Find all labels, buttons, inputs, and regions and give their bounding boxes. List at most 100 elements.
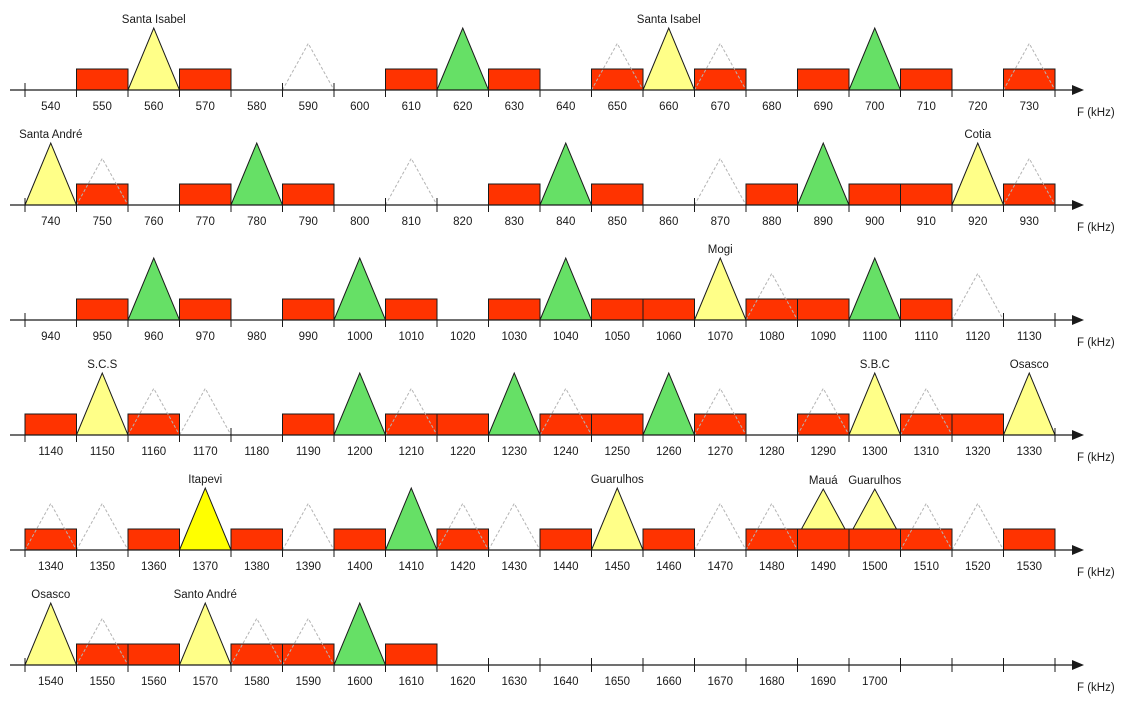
- tick-label: 1440: [553, 561, 579, 573]
- channel-block: [436, 413, 489, 436]
- tick-label: 1280: [759, 446, 785, 458]
- tick-label: 1320: [965, 446, 991, 458]
- tick-label: 1080: [759, 331, 785, 343]
- channel-block: [797, 68, 850, 91]
- tick-label: 660: [659, 101, 678, 113]
- tick-label: 580: [247, 101, 266, 113]
- tick-label: 1490: [810, 561, 836, 573]
- tick-label: 1290: [810, 446, 836, 458]
- station-name-label: Mauá: [809, 475, 838, 487]
- tick-label: 870: [711, 216, 730, 228]
- channel-block: [76, 643, 129, 666]
- tick-label: 990: [299, 331, 318, 343]
- tick-label: 1330: [1016, 446, 1042, 458]
- station-triangle: [75, 371, 129, 436]
- tick-label: 1670: [707, 676, 733, 688]
- occupied-channel-triangle: [333, 601, 387, 666]
- channel-block: [127, 643, 180, 666]
- station-triangle: [642, 26, 696, 91]
- tick-label: 1100: [862, 331, 887, 343]
- band-row-6: 1540 1550 1560 1570 1580 1590 1600 1610 1620 1630…: [10, 589, 1115, 694]
- axis-arrow-icon: [1072, 545, 1084, 555]
- tick-label: 700: [865, 101, 884, 113]
- tick-label: 780: [247, 216, 266, 228]
- channel-block: [900, 183, 953, 206]
- station-triangle: [590, 486, 644, 551]
- channel-block: [76, 68, 129, 91]
- tick-label: 790: [299, 216, 318, 228]
- channel-block: [179, 68, 232, 91]
- channel-block: [488, 298, 541, 321]
- unused-channel-triangle: [951, 502, 1005, 551]
- channel-block: [900, 68, 953, 91]
- tick-label: 720: [968, 101, 987, 113]
- tick-label: 1240: [553, 446, 579, 458]
- station-triangle: [178, 601, 232, 666]
- station-name-label: Santo André: [174, 589, 237, 601]
- axis-arrow-icon: [1072, 85, 1084, 95]
- tick-label: 820: [453, 216, 472, 228]
- tick-label: 1020: [450, 331, 476, 343]
- tick-label: 1540: [38, 676, 64, 688]
- tick-label: 750: [93, 216, 112, 228]
- channel-block: [539, 528, 592, 551]
- tick-label: 740: [41, 216, 60, 228]
- channel-block: [333, 528, 386, 551]
- channel-block: [591, 413, 644, 436]
- tick-label: 930: [1020, 216, 1039, 228]
- channel-block: [24, 528, 77, 551]
- channel-block: [76, 298, 129, 321]
- tick-label: 1130: [1017, 331, 1042, 343]
- unused-channel-triangle: [281, 42, 335, 91]
- tick-label: 1430: [501, 561, 527, 573]
- tick-label: 900: [865, 216, 884, 228]
- tick-label: 1340: [38, 561, 64, 573]
- unused-channel-triangle: [384, 157, 438, 206]
- channel-block: [282, 183, 335, 206]
- tick-label: 1160: [141, 446, 166, 458]
- tick-label: 1000: [347, 331, 373, 343]
- station-triangle: [127, 26, 181, 91]
- tick-label: 960: [144, 331, 163, 343]
- channel-block: [127, 413, 180, 436]
- tick-label: 1660: [656, 676, 682, 688]
- tick-label: 570: [196, 101, 215, 113]
- station-triangle: [24, 141, 78, 206]
- tick-label: 550: [93, 101, 112, 113]
- channel-block: [797, 413, 850, 436]
- occupied-channel-triangle: [642, 371, 696, 436]
- unused-channel-triangle: [693, 157, 747, 206]
- tick-label: 590: [299, 101, 318, 113]
- unused-channel-triangle: [281, 502, 335, 551]
- tick-label: 600: [350, 101, 369, 113]
- occupied-channel-triangle: [384, 486, 438, 551]
- tick-label: 940: [41, 331, 60, 343]
- channel-block: [385, 413, 438, 436]
- occupied-channel-triangle: [127, 256, 181, 321]
- unused-channel-triangle: [178, 387, 232, 436]
- tick-label: 1010: [398, 331, 424, 343]
- unused-channel-triangle: [487, 502, 541, 551]
- tick-label: 810: [402, 216, 421, 228]
- channel-block: [642, 298, 695, 321]
- tick-label: 540: [41, 101, 60, 113]
- axis-unit-label: F (kHz): [1077, 567, 1115, 579]
- axis-unit-label: F (kHz): [1077, 682, 1115, 694]
- channel-block: [642, 528, 695, 551]
- station-name-label: Cotia: [964, 129, 991, 141]
- band-row-4: 1140 1150 1160 1170 1180 1190 1200 1210 1220 1230…: [10, 359, 1115, 464]
- station-name-label: Osasco: [31, 589, 70, 601]
- channel-block: [230, 528, 283, 551]
- axis-arrow-icon: [1072, 430, 1084, 440]
- tick-label: 1360: [141, 561, 167, 573]
- channel-block: [694, 413, 747, 436]
- station-triangle: [800, 487, 846, 530]
- tick-label: 1300: [862, 446, 888, 458]
- tick-label: 1200: [347, 446, 373, 458]
- tick-label: 680: [762, 101, 781, 113]
- station-name-label: Santa André: [19, 129, 82, 141]
- tick-label: 640: [556, 101, 575, 113]
- channel-block: [385, 643, 438, 666]
- station-triangle: [1002, 371, 1056, 436]
- tick-label: 920: [968, 216, 987, 228]
